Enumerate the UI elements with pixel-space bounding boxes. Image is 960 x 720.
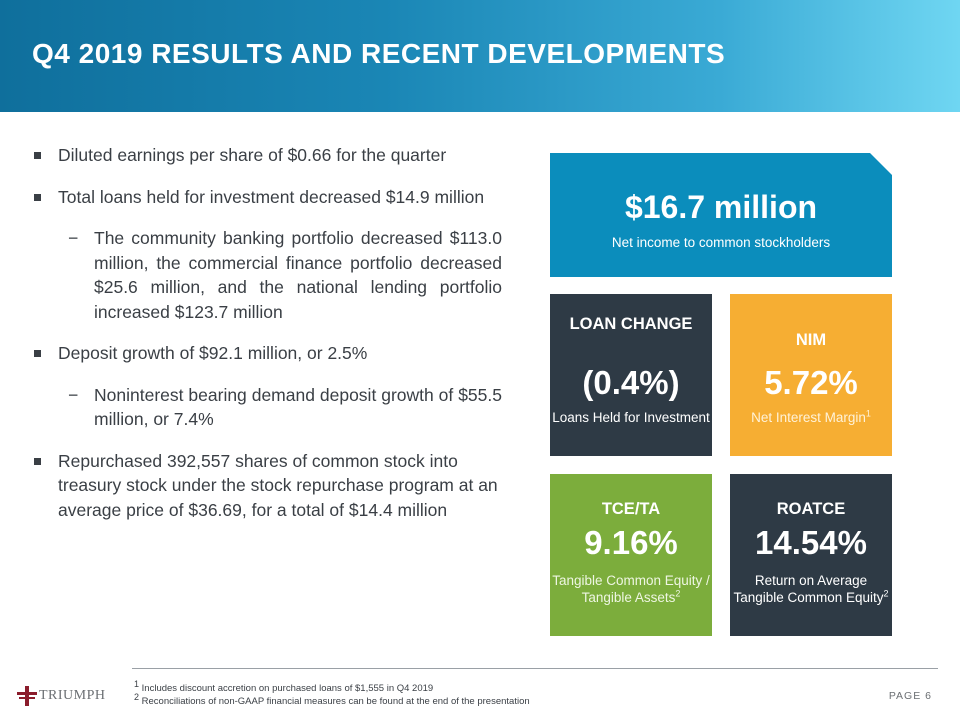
page-number: PAGE 6 [888, 690, 932, 702]
cross-logo-icon [17, 686, 37, 706]
net-income-card: $16.7 million Net income to common stock… [550, 153, 892, 277]
net-income-label: Net income to common stockholders [611, 235, 831, 250]
nim-label: Net Interest Margin1 [751, 408, 871, 425]
nim-value: 5.72% [764, 364, 858, 401]
bullet-item: Repurchased 392,557 shares of common sto… [32, 449, 502, 523]
net-income-value: $16.7 million [624, 189, 818, 225]
tce-ta-tile: TCE/TA 9.16% Tangible Common Equity / Ta… [550, 474, 712, 636]
header-banner: Q4 2019 RESULTS AND RECENT DEVELOPMENTS [0, 0, 960, 112]
roatce-value: 14.54% [755, 524, 867, 561]
footnote-marker: 1 [865, 408, 871, 419]
logo-text: TRIUMPH [39, 688, 106, 703]
bullet-item: Deposit growth of $92.1 million, or 2.5% [32, 341, 502, 366]
tce-ta-heading: TCE/TA [601, 500, 661, 518]
folded-corner [870, 153, 892, 175]
tce-ta-label: Tangible Common Equity / Tangible Assets… [552, 573, 710, 605]
bullet-list: Diluted earnings per share of $0.66 for … [32, 143, 502, 539]
bullet-item: Diluted earnings per share of $0.66 for … [32, 143, 502, 168]
roatce-heading: ROATCE [776, 500, 846, 518]
footnote-marker: 2 [883, 588, 889, 599]
loan-change-value: (0.4%) [582, 364, 680, 401]
footnote-1: 1 Includes discount accretion on purchas… [134, 678, 434, 694]
roatce-label: Return on Average Tangible Common Equity… [733, 573, 889, 605]
page-title: Q4 2019 RESULTS AND RECENT DEVELOPMENTS [32, 38, 726, 69]
loan-change-heading: LOAN CHANGE [569, 315, 693, 333]
loan-change-label: Loans Held for Investment [552, 410, 710, 425]
bullet-item: Total loans held for investment decrease… [32, 185, 502, 210]
footer-divider [132, 668, 938, 669]
company-logo: TRIUMPH [17, 686, 117, 706]
loan-change-tile: LOAN CHANGE (0.4%) Loans Held for Invest… [550, 294, 712, 456]
tce-ta-value: 9.16% [584, 524, 678, 561]
sub-bullet-item: The community banking portfolio decrease… [32, 226, 502, 324]
nim-tile: NIM 5.72% Net Interest Margin1 [730, 294, 892, 456]
nim-heading: NIM [795, 331, 827, 349]
sub-bullet-item: Noninterest bearing demand deposit growt… [32, 383, 502, 432]
footnotes: 1 Includes discount accretion on purchas… [134, 678, 530, 708]
footnote-marker: 2 [675, 588, 681, 599]
roatce-tile: ROATCE 14.54% Return on Average Tangible… [730, 474, 892, 636]
footnote-2: 2 Reconciliations of non-GAAP financial … [134, 691, 530, 707]
